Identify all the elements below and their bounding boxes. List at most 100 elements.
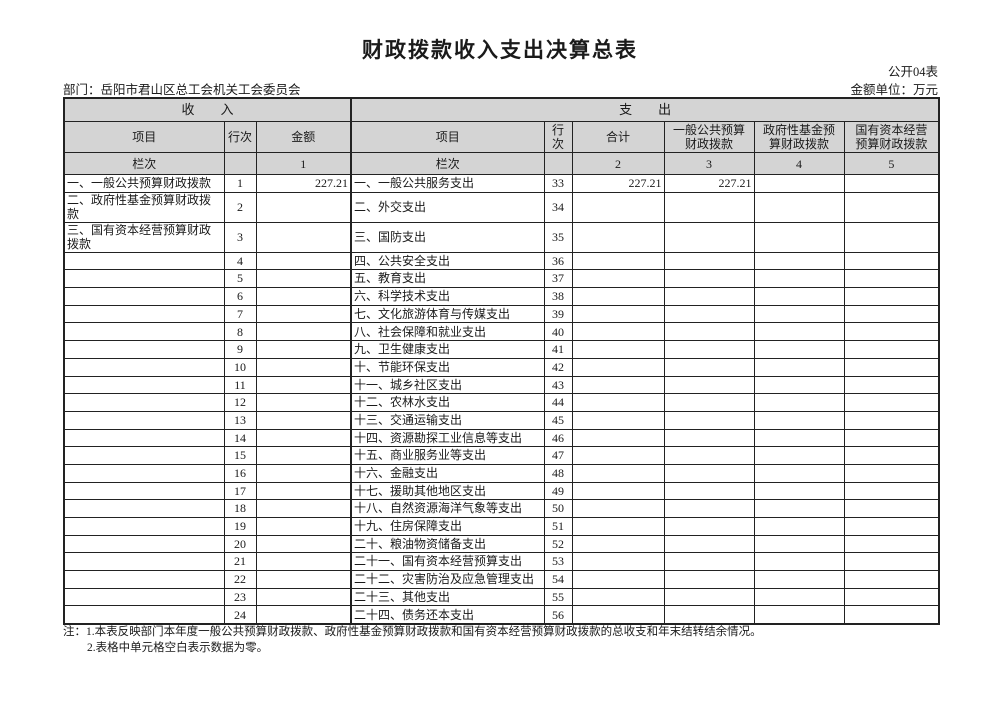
expense-total-cell	[571, 269, 665, 289]
income-item-cell: 三、国有资本经营预算财政拨款	[63, 221, 225, 253]
expense-general-budget-cell	[663, 322, 755, 342]
income-item-cell	[63, 393, 225, 412]
income-amount-cell	[255, 287, 352, 306]
expense-state-capital-cell	[843, 357, 940, 377]
expense-total-cell	[571, 517, 665, 536]
expense-general-budget-cell	[663, 446, 755, 465]
expense-item-cell: 十四、资源勘探工业信息等支出	[350, 428, 545, 448]
expense-line-cell: 41	[543, 340, 573, 359]
table-row: 21 二十一、国有资本经营预算支出 53	[63, 552, 940, 572]
income-amount-cell	[255, 463, 352, 483]
income-col-1: 1	[255, 152, 352, 175]
income-amount-cell	[255, 499, 352, 518]
income-amount-cell	[255, 428, 352, 448]
expense-total-cell	[571, 375, 665, 395]
income-line-cell: 17	[223, 481, 257, 501]
expense-state-capital-cell	[843, 174, 940, 193]
income-lan-label: 栏次	[63, 152, 225, 175]
expense-general-budget-cell	[663, 552, 755, 572]
expense-general-budget-cell	[663, 517, 755, 536]
table-row: 7 七、文化旅游体育与传媒支出 39	[63, 304, 940, 324]
income-amount-cell	[255, 570, 352, 589]
income-amount-cell	[255, 322, 352, 342]
expense-total-cell	[571, 463, 665, 483]
expense-state-capital-cell	[843, 463, 940, 483]
expense-gov-fund-cell	[753, 393, 845, 412]
expense-total-cell	[571, 191, 665, 223]
table-code: 公开04表	[887, 65, 938, 79]
expense-total-cell	[571, 304, 665, 324]
expense-general-budget-cell	[663, 287, 755, 306]
income-line-cell: 7	[223, 304, 257, 324]
table-row: 12 十二、农林水支出 44	[63, 393, 940, 412]
income-line-cell: 24	[223, 605, 257, 625]
expense-general-budget-cell	[663, 410, 755, 430]
expense-line-cell: 52	[543, 534, 573, 554]
expense-line-cell: 45	[543, 410, 573, 430]
expense-col-2: 2	[571, 152, 665, 175]
expense-state-capital-cell	[843, 481, 940, 501]
expense-gov-fund-cell	[753, 517, 845, 536]
income-lan-blank	[223, 152, 257, 175]
expense-general-budget-cell	[663, 269, 755, 289]
income-item-cell	[63, 340, 225, 359]
income-line-cell: 5	[223, 269, 257, 289]
expense-total-cell	[571, 481, 665, 501]
income-line-cell: 9	[223, 340, 257, 359]
income-line-cell: 10	[223, 357, 257, 377]
expense-line-cell: 51	[543, 517, 573, 536]
expense-general-budget-cell	[663, 393, 755, 412]
income-line-cell: 23	[223, 587, 257, 607]
expense-general-budget-cell	[663, 357, 755, 377]
income-line-cell: 15	[223, 446, 257, 465]
expense-line-cell: 42	[543, 357, 573, 377]
income-amount-cell	[255, 375, 352, 395]
income-band: 收 入	[63, 97, 352, 122]
income-amount-cell	[255, 605, 352, 625]
expense-total-cell	[571, 410, 665, 430]
expense-item-cell: 二十、粮油物资储备支出	[350, 534, 545, 554]
income-line-cell: 4	[223, 251, 257, 271]
expense-total-cell	[571, 357, 665, 377]
expense-total-cell	[571, 605, 665, 625]
expense-gov-fund-cell	[753, 251, 845, 271]
expense-state-capital-cell	[843, 587, 940, 607]
table-row: 6 六、科学技术支出 38	[63, 287, 940, 306]
expense-gov-fund-cell	[753, 287, 845, 306]
table-row: 19 十九、住房保障支出 51	[63, 517, 940, 536]
expense-total-cell	[571, 322, 665, 342]
income-amount-cell	[255, 481, 352, 501]
table-row: 24 二十四、债务还本支出 56	[63, 605, 940, 625]
table-row: 三、国有资本经营预算财政拨款 3 三、国防支出 35	[63, 221, 940, 253]
table-row: 8 八、社会保障和就业支出 40	[63, 322, 940, 342]
income-amount-cell	[255, 552, 352, 572]
income-item-cell	[63, 534, 225, 554]
table-row: 14 十四、资源勘探工业信息等支出 46	[63, 428, 940, 448]
expense-gov-fund-cell	[753, 463, 845, 483]
income-line-cell: 22	[223, 570, 257, 589]
expense-line-cell: 49	[543, 481, 573, 501]
expense-total-cell	[571, 534, 665, 554]
expense-item-cell: 十二、农林水支出	[350, 393, 545, 412]
expense-line-cell: 37	[543, 269, 573, 289]
expense-gov-fund-cell	[753, 499, 845, 518]
expense-state-capital-cell	[843, 322, 940, 342]
section-band-row: 收 入 支 出	[63, 97, 940, 122]
income-line-cell: 18	[223, 499, 257, 518]
income-item-cell	[63, 570, 225, 589]
expense-line-cell: 54	[543, 570, 573, 589]
income-amount-cell	[255, 191, 352, 223]
expense-item-cell: 十七、援助其他地区支出	[350, 481, 545, 501]
expense-general-budget-cell	[663, 191, 755, 223]
expense-state-capital-cell	[843, 570, 940, 589]
expense-line-cell: 48	[543, 463, 573, 483]
income-line-cell: 21	[223, 552, 257, 572]
expense-total-cell	[571, 499, 665, 518]
expense-item-cell: 十八、自然资源海洋气象等支出	[350, 499, 545, 518]
expense-gov-fund-cell	[753, 428, 845, 448]
expense-item-cell: 五、教育支出	[350, 269, 545, 289]
note-line-1: 注： 1.本表反映部门本年度一般公共预算财政拨款、政府性基金预算财政拨款和国有资…	[63, 624, 963, 640]
income-item-cell	[63, 304, 225, 324]
table-row: 17 十七、援助其他地区支出 49	[63, 481, 940, 501]
income-item-cell	[63, 481, 225, 501]
